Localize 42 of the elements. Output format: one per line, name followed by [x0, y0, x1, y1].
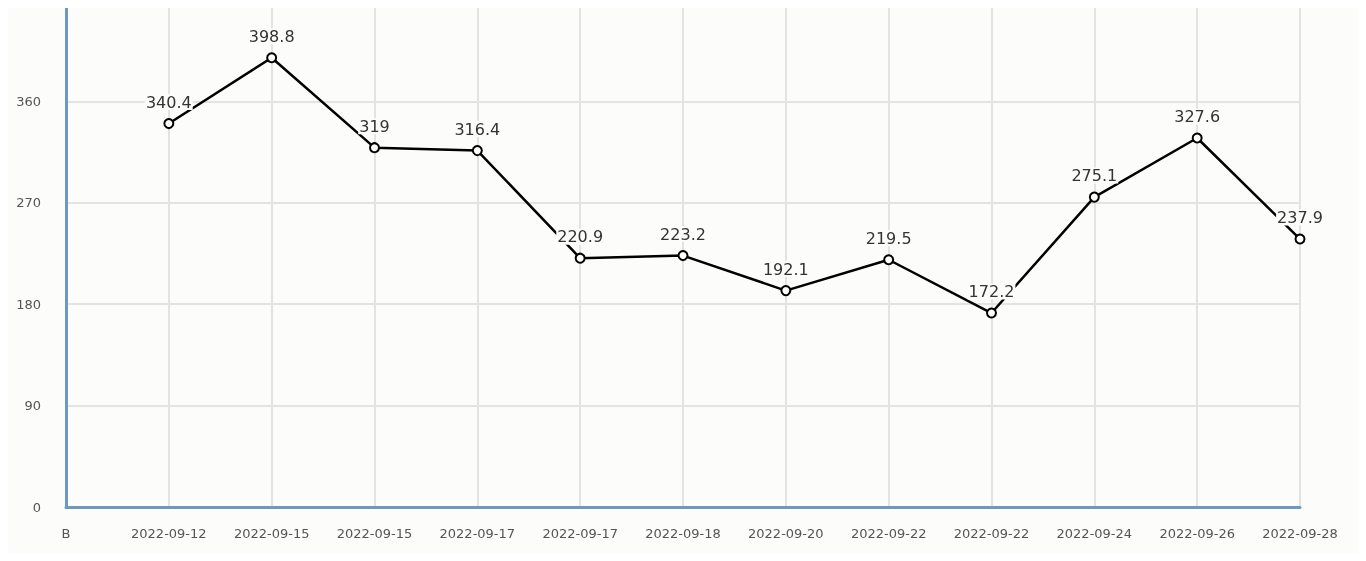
data-label: 192.1	[762, 259, 809, 279]
data-label: 340.4	[145, 92, 192, 112]
x-tick-label: 2022-09-28	[1262, 526, 1338, 541]
point	[266, 52, 278, 64]
point	[986, 307, 997, 319]
point	[1191, 132, 1203, 144]
y-tick-label: 270	[16, 195, 41, 211]
data-label: 275.1	[1071, 166, 1118, 186]
data-label: 172.2	[968, 282, 1015, 302]
point	[471, 145, 483, 157]
x-tick-label: B	[61, 526, 71, 541]
point	[369, 142, 380, 154]
x-tick-label: 2022-09-15	[233, 526, 310, 541]
x-tick-label: 2022-09-12	[131, 526, 207, 541]
x-tick-label: 2022-09-22	[850, 526, 927, 541]
x-tick-label: 2022-09-20	[748, 526, 824, 541]
x-tick-label: 2022-09-26	[1159, 526, 1235, 541]
y-tick-label: 180	[16, 296, 41, 312]
x-tick-label: 2022-09-17	[439, 526, 516, 541]
data-label: 327.6	[1174, 106, 1221, 126]
point	[574, 252, 586, 264]
data-label: 237.9	[1277, 208, 1323, 228]
y-tick-label: 360	[16, 93, 41, 109]
y-tick-label: 90	[24, 398, 41, 414]
x-tick-label: 2022-09-18	[645, 526, 721, 541]
point	[1088, 191, 1100, 203]
x-tick-label: 2022-09-17	[542, 526, 618, 541]
point	[780, 285, 792, 297]
x-tick-label: 2022-09-15	[336, 526, 413, 541]
data-label: 220.9	[557, 227, 604, 247]
data-label: 316.4	[454, 119, 501, 139]
x-tick-label: 2022-09-24	[1056, 526, 1133, 541]
data-label: 219.5	[865, 228, 912, 248]
y-tick-label: 0	[32, 499, 41, 515]
data-label: 319	[359, 116, 390, 136]
point	[677, 250, 689, 262]
point	[1294, 233, 1306, 245]
data-label: 223.2	[660, 224, 706, 244]
x-tick-label: 2022-09-22	[953, 526, 1030, 541]
point	[883, 254, 895, 266]
point	[163, 118, 175, 130]
data-label: 398.8	[248, 26, 295, 46]
